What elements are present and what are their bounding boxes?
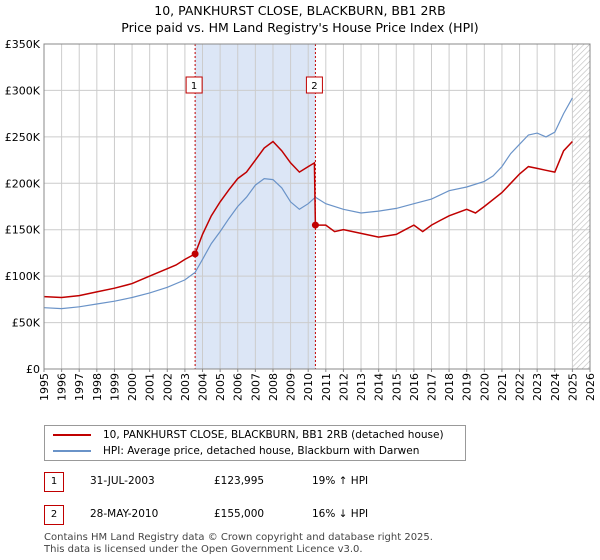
footer-line-1: Contains HM Land Registry data © Crown c… bbox=[44, 532, 433, 543]
marker-label-1: 1 bbox=[191, 81, 197, 92]
y-tick-label: £200K bbox=[5, 177, 41, 190]
legend-swatch-price bbox=[53, 434, 91, 436]
footer-line-2: This data is licensed under the Open Gov… bbox=[44, 544, 363, 555]
plot-frame bbox=[43, 43, 591, 370]
x-tick-label: 2025 bbox=[566, 373, 579, 401]
legend-label-price: 10, PANKHURST CLOSE, BLACKBURN, BB1 2RB … bbox=[103, 429, 444, 441]
x-tick-label: 2011 bbox=[320, 373, 333, 401]
x-tick-label: 2020 bbox=[478, 373, 491, 401]
marker-label-2: 2 bbox=[311, 81, 317, 92]
x-axis: 1995 1996 1997 1998 1999 2000 2001 2002 2003 2004… bbox=[38, 369, 597, 401]
x-tick-label: 1997 bbox=[73, 373, 86, 401]
x-tick-label: 2019 bbox=[461, 373, 474, 401]
chart-title: 10, PANKHURST CLOSE, BLACKBURN, BB1 2RB bbox=[154, 3, 446, 18]
y-axis: £0 £50K £100K £150K £200K £250K £300K £350K bbox=[5, 38, 41, 376]
sale-hpi-diff: 16% ↓ HPI bbox=[312, 508, 369, 520]
marker-box-2 bbox=[305, 76, 323, 94]
legend-label-hpi: HPI: Average price, detached house, Blac… bbox=[103, 445, 420, 457]
x-tick-label: 2007 bbox=[249, 373, 262, 401]
sale-date: 31-JUL-2003 bbox=[90, 475, 155, 487]
x-tick-label: 2021 bbox=[496, 373, 509, 401]
legend-item-hpi: HPI: Average price, detached house, Blac… bbox=[53, 443, 419, 459]
x-tick-label: 2023 bbox=[531, 373, 544, 401]
x-tick-label: 2012 bbox=[337, 373, 350, 401]
y-tick-label: £300K bbox=[5, 84, 41, 97]
sale-number-badge: 1 bbox=[44, 472, 64, 492]
footer: Contains HM Land Registry data © Crown c… bbox=[44, 532, 433, 556]
y-tick-label: £100K bbox=[5, 270, 41, 283]
x-tick-label: 2022 bbox=[514, 373, 527, 401]
x-tick-label: 2016 bbox=[408, 373, 421, 401]
y-tick-label: £50K bbox=[12, 317, 41, 330]
sale-price: £155,000 bbox=[214, 508, 265, 520]
x-tick-label: 2018 bbox=[443, 373, 456, 401]
sale-number-badge: 2 bbox=[44, 505, 64, 525]
x-tick-label: 2005 bbox=[214, 373, 227, 401]
x-tick-label: 2000 bbox=[126, 373, 139, 401]
sale-price: £123,995 bbox=[214, 475, 265, 487]
sale-row: 1 31-JUL-2003 £123,995 19% ↑ HPI bbox=[44, 472, 564, 492]
sale-row: 2 28-MAY-2010 £155,000 16% ↓ HPI bbox=[44, 505, 564, 525]
chart-subtitle: Price paid vs. HM Land Registry's House … bbox=[121, 20, 479, 35]
x-tick-label: 2002 bbox=[161, 373, 174, 401]
sale-point-2 bbox=[311, 221, 319, 229]
x-tick-label: 2006 bbox=[232, 373, 245, 401]
chart-title-block: 10, PANKHURST CLOSE, BLACKBURN, BB1 2RB … bbox=[0, 2, 600, 36]
x-tick-label: 2010 bbox=[302, 373, 315, 401]
x-tick-label: 2015 bbox=[390, 373, 403, 401]
legend-item-price: 10, PANKHURST CLOSE, BLACKBURN, BB1 2RB … bbox=[53, 427, 444, 443]
x-tick-label: 2024 bbox=[549, 373, 562, 401]
price-series-line bbox=[43, 140, 573, 299]
y-tick-label: £250K bbox=[5, 131, 41, 144]
y-tick-label: £150K bbox=[5, 224, 41, 237]
hatched-forecast-region bbox=[572, 44, 590, 369]
x-tick-label: 2003 bbox=[179, 373, 192, 401]
legend: 10, PANKHURST CLOSE, BLACKBURN, BB1 2RB … bbox=[44, 425, 466, 461]
sale-date: 28-MAY-2010 bbox=[90, 508, 159, 520]
x-tick-label: 2004 bbox=[197, 373, 210, 401]
x-tick-label: 1999 bbox=[108, 373, 121, 401]
x-tick-label: 2001 bbox=[144, 373, 157, 401]
x-tick-label: 2013 bbox=[355, 373, 368, 401]
x-tick-label: 1996 bbox=[56, 373, 69, 401]
y-tick-label: £0 bbox=[26, 363, 40, 376]
legend-swatch-hpi bbox=[53, 450, 91, 452]
x-tick-label: 1998 bbox=[91, 373, 104, 401]
hpi-series-line bbox=[43, 97, 573, 310]
x-tick-label: 2026 bbox=[584, 373, 597, 401]
marker-box-1 bbox=[185, 76, 203, 94]
sale-hpi-diff: 19% ↑ HPI bbox=[312, 475, 369, 487]
sale-point-1 bbox=[191, 250, 199, 258]
x-tick-label: 2009 bbox=[285, 373, 298, 401]
x-tick-label: 1995 bbox=[38, 373, 51, 401]
y-tick-label: £350K bbox=[5, 38, 41, 51]
x-tick-label: 2008 bbox=[267, 373, 280, 401]
x-tick-label: 2014 bbox=[373, 373, 386, 401]
sale-points bbox=[191, 221, 319, 258]
x-tick-label: 2017 bbox=[425, 373, 438, 401]
